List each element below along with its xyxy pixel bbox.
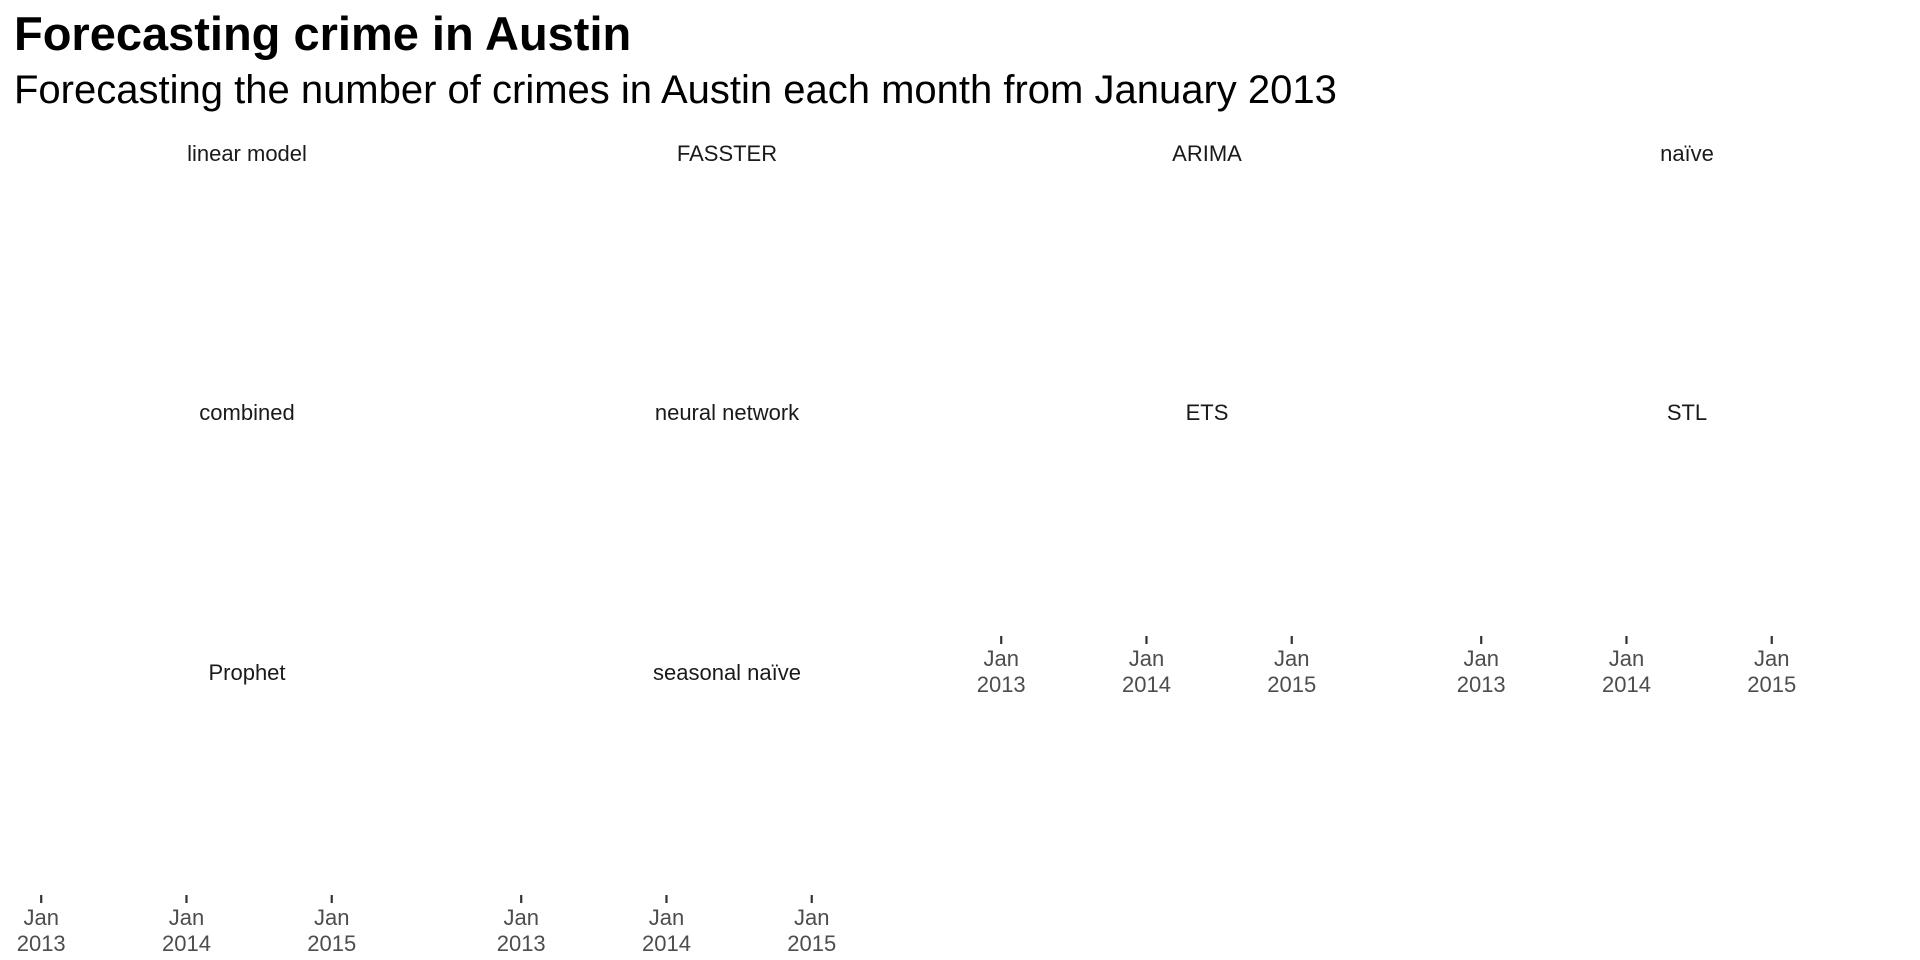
x-tick-label-year: 2015 bbox=[1267, 672, 1316, 697]
x-tick-label-month: Jan bbox=[1609, 646, 1644, 671]
x-tick-label-month: Jan bbox=[794, 905, 829, 930]
facet-strip-label: Prophet bbox=[208, 660, 285, 685]
x-tick-label-year: 2014 bbox=[162, 931, 211, 956]
facet-strip-label: FASSTER bbox=[677, 141, 777, 166]
x-tick-label-year: 2013 bbox=[977, 672, 1026, 697]
x-tick-label-month: Jan bbox=[314, 905, 349, 930]
x-tick-label-month: Jan bbox=[1463, 646, 1498, 671]
facet-strip-label: combined bbox=[199, 400, 294, 425]
x-tick-label-month: Jan bbox=[1754, 646, 1789, 671]
x-tick-label-year: 2014 bbox=[1122, 672, 1171, 697]
chart-subtitle: Forecasting the number of crimes in Aust… bbox=[14, 68, 1337, 112]
chart-title: Forecasting crime in Austin bbox=[14, 7, 632, 60]
x-tick-label-year: 2014 bbox=[1602, 672, 1651, 697]
facet-strip-label: ARIMA bbox=[1172, 141, 1242, 166]
x-tick-label-year: 2013 bbox=[1457, 672, 1506, 697]
facet-panel: ARIMA bbox=[1172, 141, 1242, 166]
facet-panel: neural network bbox=[655, 400, 800, 425]
facet-panel: linear model bbox=[187, 141, 307, 166]
facet-strip-label: naïve bbox=[1660, 141, 1714, 166]
x-tick-label-month: Jan bbox=[1129, 646, 1164, 671]
x-tick-label-month: Jan bbox=[169, 905, 204, 930]
x-tick-label-month: Jan bbox=[983, 646, 1018, 671]
facet-strip-label: ETS bbox=[1186, 400, 1229, 425]
x-tick-label-month: Jan bbox=[649, 905, 684, 930]
x-tick-label-month: Jan bbox=[23, 905, 58, 930]
x-tick-label-month: Jan bbox=[503, 905, 538, 930]
facet-strip-label: neural network bbox=[655, 400, 800, 425]
x-tick-label-year: 2015 bbox=[307, 931, 356, 956]
x-tick-label-year: 2014 bbox=[642, 931, 691, 956]
facet-panel: combined bbox=[199, 400, 294, 425]
facet-strip-label: STL bbox=[1667, 400, 1707, 425]
facet-strip-label: seasonal naïve bbox=[653, 660, 801, 685]
x-tick-label-year: 2015 bbox=[1747, 672, 1796, 697]
x-tick-label-month: Jan bbox=[1274, 646, 1309, 671]
x-tick-label-year: 2013 bbox=[497, 931, 546, 956]
facet-panel: naïve bbox=[1660, 141, 1714, 166]
x-tick-label-year: 2015 bbox=[787, 931, 836, 956]
facet-panel: FASSTER bbox=[677, 141, 777, 166]
facet-strip-label: linear model bbox=[187, 141, 307, 166]
x-tick-label-year: 2013 bbox=[17, 931, 66, 956]
